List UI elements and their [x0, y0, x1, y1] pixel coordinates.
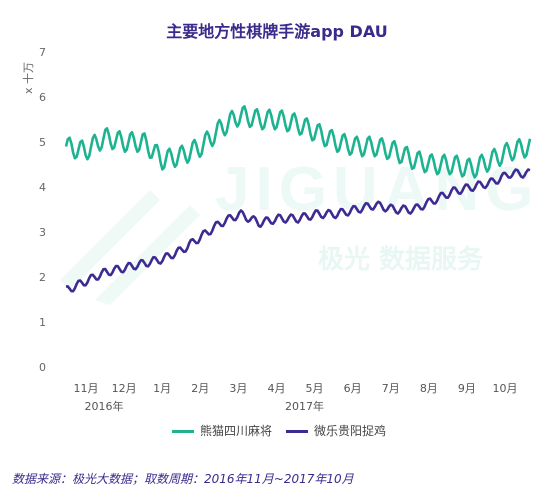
x-tick-label: 1月 [153, 382, 171, 395]
x-year-label: 2016年 [85, 399, 124, 413]
series-line-2 [65, 168, 531, 293]
x-tick-label: 7月 [382, 382, 400, 395]
x-tick-label: 3月 [229, 382, 247, 395]
x-tick-label: 9月 [458, 382, 476, 395]
watermark-brand: JIGUANG [215, 155, 539, 224]
data-source-note: 数据来源：极光大数据；取数周期：2016年11月~2017年10月 [12, 472, 354, 486]
y-tick-label: 5 [39, 136, 46, 149]
x-year-label: 2017年 [285, 399, 324, 413]
x-tick-label: 5月 [306, 382, 324, 395]
dau-line-chart: JIGUANG 极光 数据服务 0 1 2 3 4 5 6 7 x 十万 11月 12月 1月 2月 3月 4月… [21, 46, 539, 413]
y-tick-label: 1 [39, 316, 46, 329]
x-tick-label: 8月 [420, 382, 438, 395]
x-tick-label: 2月 [191, 382, 209, 395]
x-tick-label: 6月 [344, 382, 362, 395]
legend-swatch-series-2 [286, 430, 308, 433]
y-tick-label: 0 [39, 361, 46, 374]
y-tick-label: 7 [39, 46, 46, 59]
watermark-brand-cn: 极光 数据服务 [318, 245, 483, 275]
watermark-logo-icon [60, 190, 200, 305]
x-tick-label: 4月 [267, 382, 285, 395]
x-tick-label: 12月 [112, 382, 137, 395]
chart-title: 主要地方性棋牌手游app DAU [166, 22, 388, 41]
y-tick-label: 2 [39, 271, 46, 284]
series-line-1 [64, 105, 532, 179]
legend-label-series-1: 熊猫四川麻将 [200, 424, 273, 438]
y-axis-label: x 十万 [21, 62, 35, 94]
x-tick-label: 11月 [74, 382, 99, 395]
y-tick-label: 6 [39, 91, 46, 104]
chart-legend: 熊猫四川麻将 微乐贵阳捉鸡 [0, 422, 554, 444]
legend-item-series-1[interactable]: 熊猫四川麻将 [172, 422, 272, 439]
x-tick-label: 10月 [493, 382, 518, 395]
legend-swatch-series-1 [172, 430, 194, 433]
y-tick-label: 3 [39, 226, 46, 239]
y-tick-label: 4 [39, 181, 46, 194]
legend-label-series-2: 微乐贵阳捉鸡 [314, 424, 387, 438]
legend-item-series-2[interactable]: 微乐贵阳捉鸡 [286, 422, 386, 439]
